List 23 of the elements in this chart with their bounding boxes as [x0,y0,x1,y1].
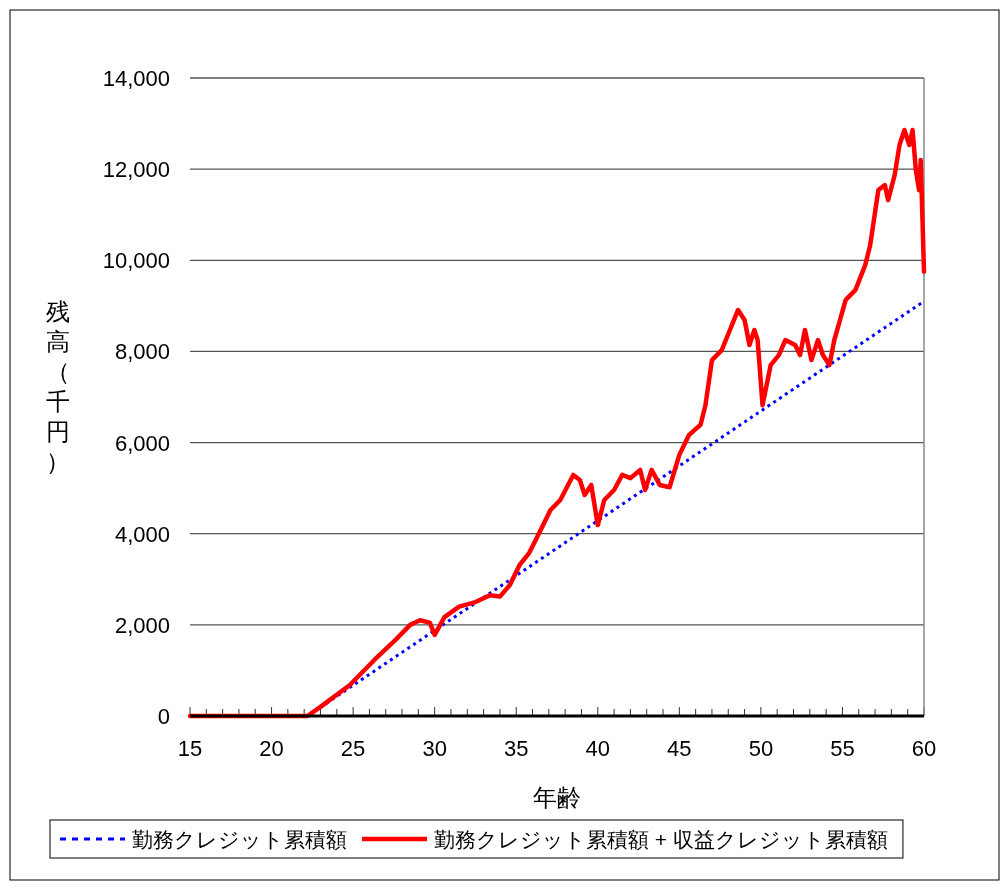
x-tick-label: 15 [177,736,203,761]
line-series [187,127,927,719]
y-axis-title: 残高（千円） [46,298,70,475]
y-tick-label: 4,000 [114,521,170,547]
x-tick-label: 50 [748,736,774,761]
x-tick-label: 45 [667,736,692,761]
legend-label: 勤務クレジット累積額 [132,828,347,851]
x-axis-title: 年齢 [533,784,581,811]
y-tick-label: 6,000 [114,430,170,456]
x-tick-label: 25 [340,736,366,761]
x-tick-label: 35 [503,736,529,761]
x-tick-label: 55 [830,736,855,761]
y-tick-label: 14,000 [102,66,170,91]
x-tick-label: 20 [259,736,284,761]
legend-label: 勤務クレジット累積額 + 収益クレジット累積額 [434,828,888,851]
y-tick-label: 10,000 [102,248,170,274]
y-tick-label: 12,000 [102,157,170,183]
y-tick-label: 8,000 [114,339,170,365]
y-tick-label: 2,000 [114,612,170,638]
x-tick-label: 60 [911,736,937,761]
x-tick-label: 40 [585,736,611,761]
x-tick-label: 30 [422,736,447,761]
y-tick-label: 0 [157,704,170,729]
